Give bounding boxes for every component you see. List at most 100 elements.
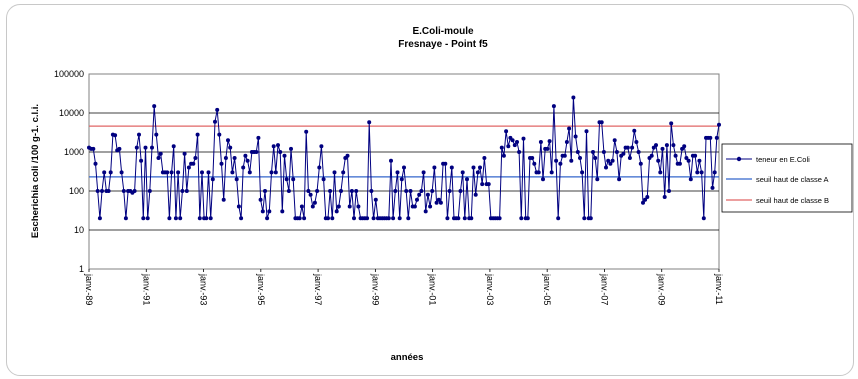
data-point	[408, 189, 413, 193]
data-point	[541, 177, 545, 182]
data-point	[93, 161, 98, 166]
data-point	[710, 185, 715, 190]
data-point	[132, 189, 137, 193]
data-point	[389, 158, 393, 163]
data-point	[95, 189, 100, 193]
data-point	[519, 216, 524, 221]
data-point	[206, 170, 211, 175]
data-point	[336, 204, 341, 209]
series-group	[87, 95, 721, 221]
data-point	[221, 197, 226, 202]
data-point	[284, 177, 289, 182]
y-tick-labels: 1 10 100 1000 10000 100000	[54, 69, 84, 274]
data-point	[554, 158, 559, 163]
x-tick-label: janv.-03	[485, 273, 495, 305]
data-point	[204, 216, 209, 221]
data-point	[291, 177, 296, 182]
data-point	[154, 132, 159, 137]
data-point	[108, 170, 113, 175]
data-point	[530, 156, 535, 160]
data-point	[195, 132, 200, 137]
y-tick-label: 10	[74, 225, 84, 235]
y-tick-label: 1	[79, 264, 84, 274]
data-point	[632, 128, 637, 133]
legend-box	[721, 143, 853, 213]
data-point	[575, 150, 580, 154]
data-point	[365, 216, 370, 221]
data-point	[273, 170, 278, 175]
data-point	[260, 209, 265, 214]
data-point	[562, 153, 567, 158]
data-point	[438, 200, 443, 205]
data-point	[584, 129, 589, 134]
data-point	[317, 165, 322, 170]
data-point	[669, 121, 674, 126]
data-point	[512, 143, 517, 148]
data-point	[595, 177, 600, 182]
x-tick-label: janv.-07	[599, 273, 609, 305]
data-point	[280, 209, 285, 214]
legend-series-marker	[736, 156, 742, 162]
data-point	[150, 145, 154, 150]
data-point	[564, 140, 569, 144]
data-point	[386, 216, 391, 221]
data-point	[473, 192, 478, 197]
x-tick-label: janv.-11	[714, 273, 724, 305]
data-point	[134, 145, 139, 150]
x-tick-label: janv.-95	[256, 273, 266, 305]
data-point	[345, 153, 350, 158]
x-tick-labels: janv.-89 janv.-91 janv.-93 janv.-95 janv.-97…	[84, 269, 724, 305]
data-point	[236, 204, 241, 209]
data-point	[645, 195, 650, 199]
data-point	[569, 158, 574, 163]
data-point	[673, 153, 678, 158]
data-point	[478, 165, 482, 170]
data-point	[393, 189, 398, 193]
data-point	[551, 104, 556, 109]
legend: teneur en E.Coli seuil haut de classe A …	[721, 143, 853, 213]
data-point	[573, 134, 578, 139]
data-point	[397, 216, 402, 221]
data-point	[497, 216, 502, 221]
data-point	[247, 170, 252, 175]
data-point	[113, 133, 118, 138]
data-point	[686, 158, 691, 163]
data-point	[641, 200, 645, 205]
legend-label-series: teneur en E.Coli	[756, 155, 810, 164]
y-axis-label: Escherichia coli /100 g-1. c.l.i.	[30, 104, 41, 238]
data-point	[245, 158, 250, 163]
data-point	[549, 170, 554, 175]
data-point	[447, 189, 452, 193]
data-point	[504, 129, 509, 134]
data-point	[517, 150, 522, 154]
data-point	[219, 161, 224, 166]
data-point	[341, 170, 346, 175]
data-point	[684, 156, 689, 160]
data-point	[289, 146, 293, 151]
data-point	[436, 197, 441, 202]
data-point	[276, 143, 280, 148]
data-point	[152, 104, 157, 109]
data-point	[425, 192, 430, 197]
data-point	[630, 145, 635, 150]
data-point	[462, 216, 467, 221]
data-point	[506, 144, 511, 149]
data-point	[465, 177, 469, 182]
data-point	[604, 165, 608, 170]
data-point	[184, 189, 189, 193]
data-point	[239, 216, 244, 221]
data-point	[169, 170, 174, 175]
data-point	[304, 129, 309, 134]
x-tick-label: janv.-09	[657, 273, 667, 305]
data-point	[634, 140, 639, 144]
data-point	[432, 165, 437, 170]
data-point	[649, 153, 654, 158]
data-point	[326, 216, 330, 221]
data-point	[176, 170, 181, 175]
data-point	[580, 170, 585, 175]
data-point	[699, 170, 704, 175]
data-point	[501, 153, 506, 158]
data-point	[258, 197, 263, 202]
x-tick-label: janv.-05	[542, 273, 552, 305]
data-point	[254, 150, 259, 154]
